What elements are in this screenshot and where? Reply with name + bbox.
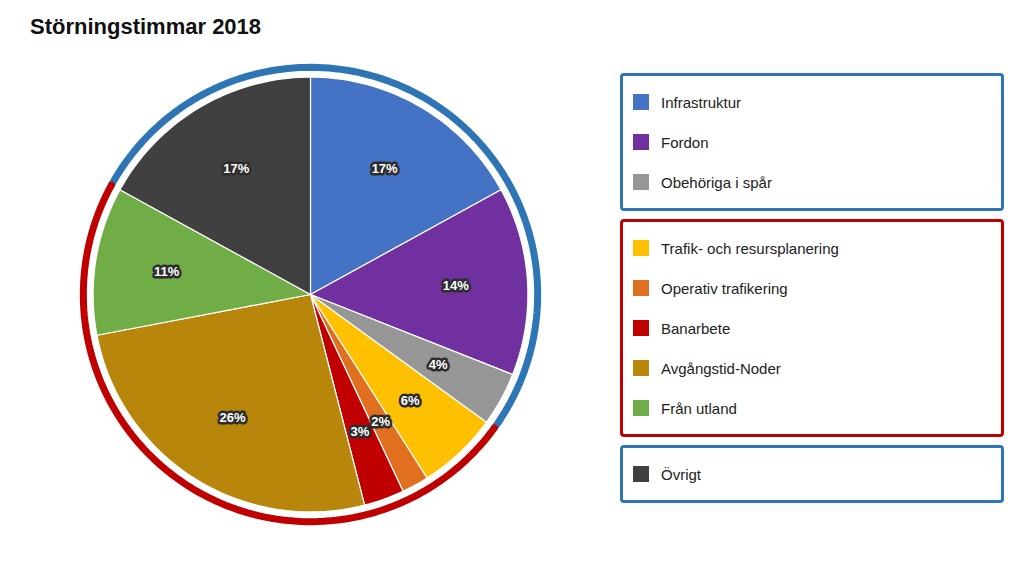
html-text:Från utland: Från utland — [661, 399, 737, 417]
svg-text:2%: 2% — [371, 414, 390, 429]
html-text:Fordon: Fordon — [661, 133, 709, 151]
html-text:Obehöriga i spår: Obehöriga i spår — [661, 173, 772, 191]
html-text:Övrigt: Övrigt — [661, 465, 701, 483]
html-text:Trafik- och resursplanering: Trafik- och resursplanering — [661, 239, 839, 257]
html-text:Infrastruktur: Infrastruktur — [661, 93, 741, 111]
svg-text:6%: 6% — [401, 393, 420, 408]
svg-text:17%: 17% — [223, 161, 249, 176]
html-text:Banarbete: Banarbete — [661, 319, 731, 337]
svg-text:11%: 11% — [154, 264, 180, 279]
svg-text:14%: 14% — [443, 278, 469, 293]
svg-text:17%: 17% — [372, 161, 398, 176]
svg-text:26%: 26% — [219, 410, 245, 425]
html-text:Störningstimmar 2018: Störningstimmar 2018 — [30, 14, 262, 39]
svg-text:3%: 3% — [350, 424, 369, 439]
html-text:Avgångstid-Noder: Avgångstid-Noder — [661, 359, 781, 377]
html-text:Operativ trafikering: Operativ trafikering — [661, 279, 788, 297]
svg-text:4%: 4% — [429, 357, 448, 372]
